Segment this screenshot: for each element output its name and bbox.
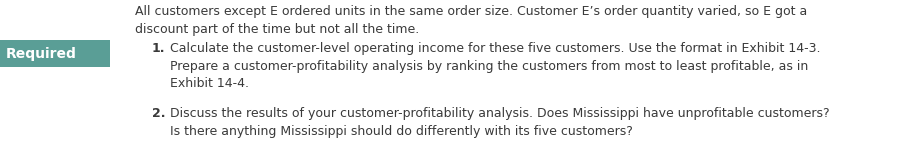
Text: Discuss the results of your customer-profitability analysis. Does Mississippi ha: Discuss the results of your customer-pro… [170, 107, 829, 137]
Text: 2.: 2. [152, 107, 165, 120]
Text: Calculate the customer-level operating income for these five customers. Use the : Calculate the customer-level operating i… [170, 42, 820, 90]
FancyBboxPatch shape [0, 40, 110, 67]
Text: 1.: 1. [152, 42, 165, 55]
Text: All customers except E ordered units in the same order size. Customer E’s order : All customers except E ordered units in … [135, 5, 806, 35]
Text: Required: Required [6, 47, 77, 61]
